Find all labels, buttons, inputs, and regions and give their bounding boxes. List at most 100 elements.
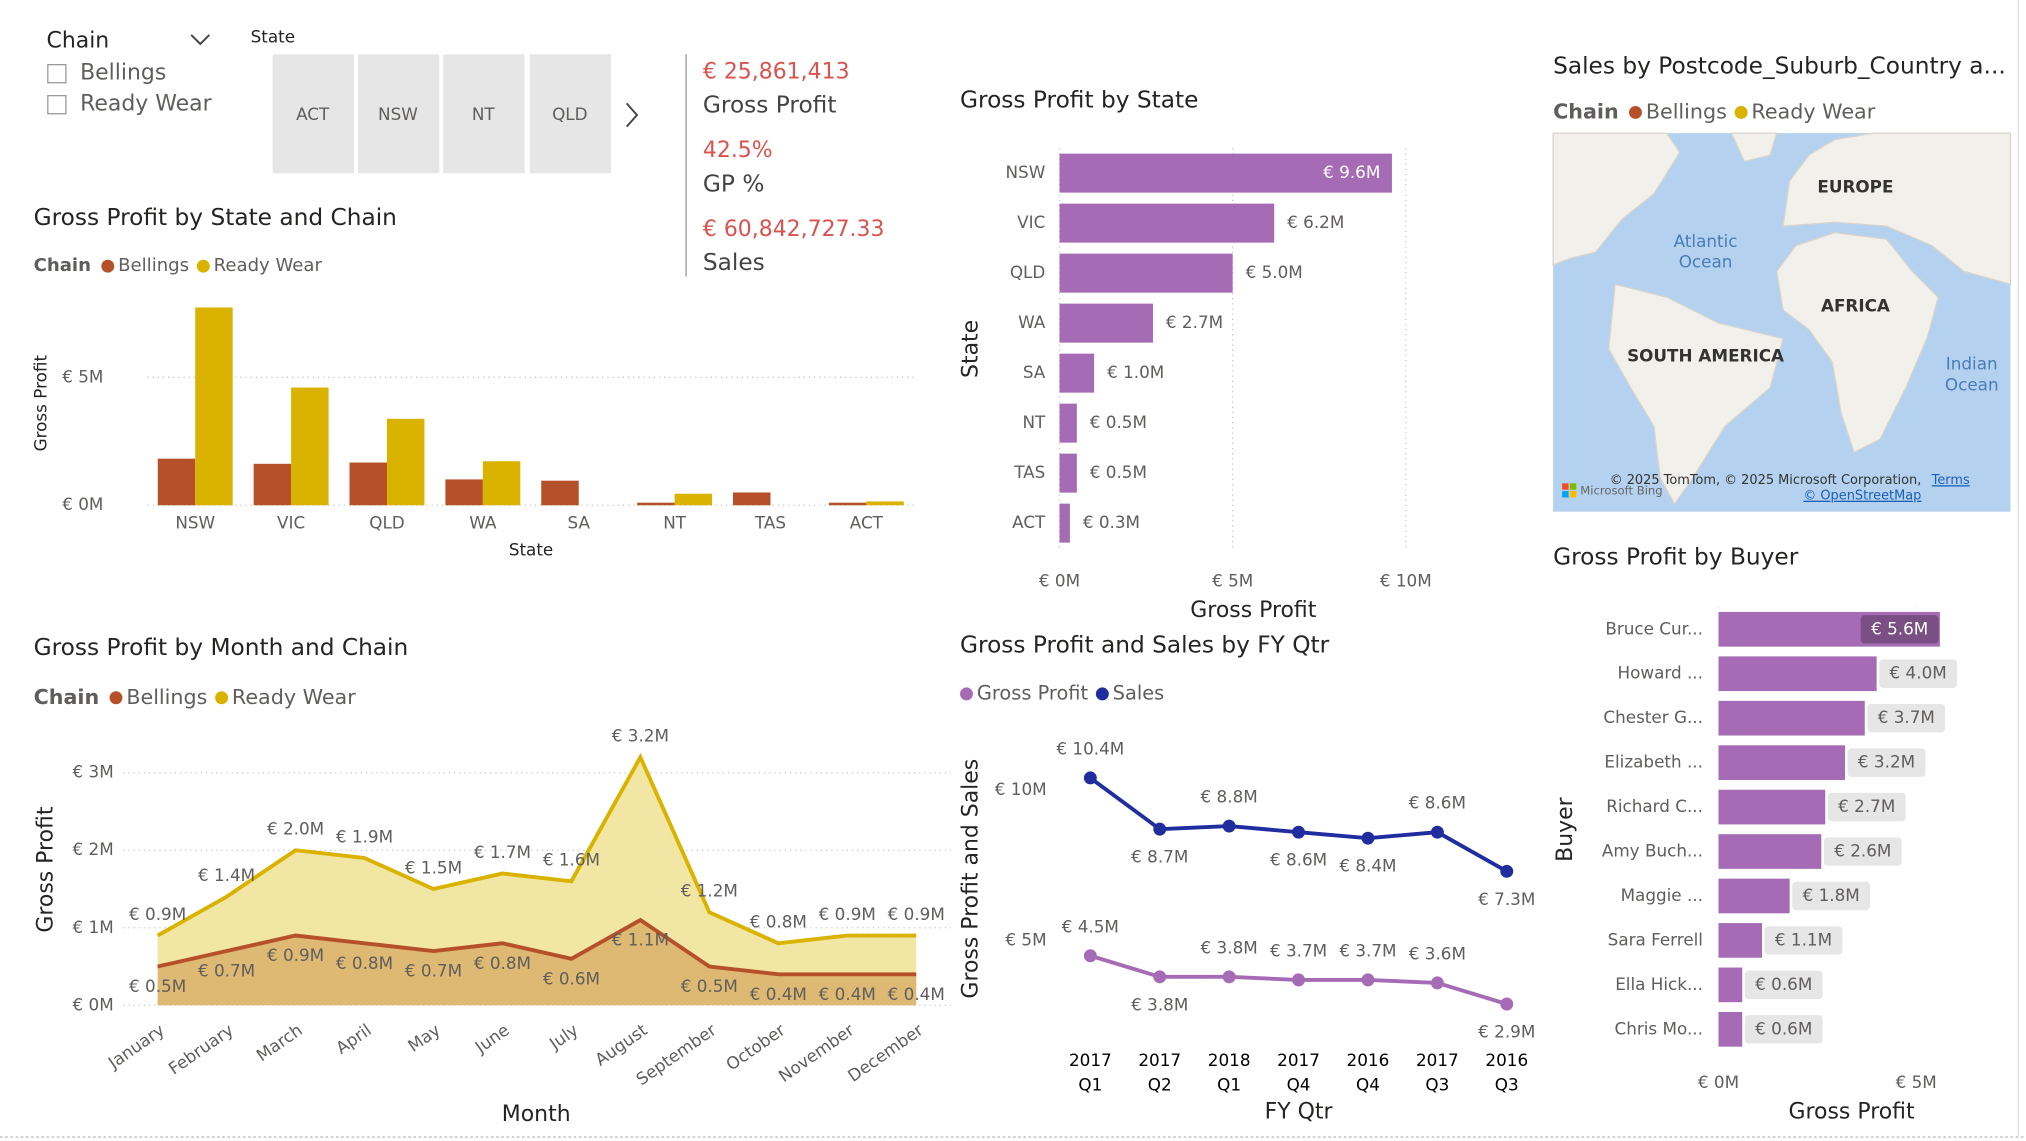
- checkbox[interactable]: [47, 95, 67, 115]
- y-tick-label: € 2M: [73, 839, 114, 859]
- x-tick-label: 2016 Q3: [1485, 1051, 1529, 1096]
- legend-marker: [109, 691, 123, 705]
- x-tick-label: € 0M: [1698, 1072, 1739, 1092]
- legend-label: Ready Wear: [1751, 99, 1875, 123]
- logo: [1562, 491, 1569, 498]
- tile-label[interactable]: QLD: [552, 104, 587, 124]
- bar: [1718, 834, 1822, 869]
- map-visual: Sales by Postcode_Suburb_Country a... EU…: [1552, 53, 2012, 512]
- value-label: € 1.2M: [681, 881, 738, 901]
- value-label: € 1.4M: [198, 865, 255, 885]
- value-label: € 3.7M: [1339, 940, 1396, 960]
- y-tick-label: Chris Mo...: [1615, 1018, 1703, 1038]
- tile[interactable]: [357, 54, 440, 174]
- map-osm[interactable]: © OpenStreetMap: [1803, 489, 1921, 504]
- legend-label: Bellings: [1646, 99, 1727, 123]
- value-label-box: [1764, 926, 1843, 955]
- slicer-item[interactable]: Ready Wear: [80, 92, 213, 117]
- value-label-box: [1867, 703, 1946, 733]
- bar: [1059, 353, 1095, 393]
- value-label: € 0.4M: [750, 984, 807, 1004]
- legend-label: Bellings: [118, 255, 189, 276]
- point: [1292, 973, 1306, 987]
- point: [1153, 822, 1167, 836]
- line: [157, 917, 917, 977]
- point: [1500, 997, 1514, 1011]
- bar: [482, 461, 521, 506]
- point: [1500, 864, 1514, 878]
- value-label: € 2.6M: [1834, 841, 1891, 861]
- x-axis-label: Month: [502, 1102, 571, 1127]
- value-label: € 1.6M: [543, 850, 600, 870]
- legend-label: Sales: [1113, 681, 1165, 704]
- x-axis-label: FY Qtr: [1265, 1100, 1334, 1125]
- tile[interactable]: [443, 54, 525, 174]
- value-label: € 10.4M: [1056, 738, 1124, 758]
- value-label: € 3.8M: [1201, 937, 1258, 957]
- tile-label[interactable]: NSW: [378, 104, 418, 124]
- state-slicer: State ACT NSW NT QLD: [251, 27, 639, 174]
- chart-title: Gross Profit by State: [960, 86, 1198, 113]
- value-label: € 7.3M: [1478, 889, 1535, 909]
- bar: [1059, 453, 1077, 493]
- legend-label: Ready Wear: [214, 255, 323, 276]
- slicer-item[interactable]: Bellings: [80, 61, 166, 86]
- y-tick-label: € 3M: [73, 762, 114, 782]
- value-label-box: [1860, 615, 1939, 644]
- next-arrow[interactable]: [625, 102, 639, 128]
- value-label: € 2.0M: [267, 819, 324, 839]
- value-label: € 3.8M: [1131, 994, 1188, 1014]
- y-tick-label: € 0M: [62, 494, 103, 514]
- value-label: € 0.3M: [1083, 512, 1140, 532]
- value-label-box: [1879, 659, 1958, 688]
- map-terms[interactable]: Terms: [1931, 473, 1970, 488]
- bar: [1059, 253, 1233, 293]
- chain-slicer[interactable]: Chain Bellings Ready Wear: [47, 28, 213, 116]
- y-tick-label: Chester G...: [1603, 707, 1703, 727]
- legend-label: Gross Profit: [977, 681, 1089, 704]
- bar: [637, 502, 675, 506]
- value-label: € 0.5M: [1090, 412, 1147, 432]
- point: [1430, 976, 1444, 990]
- bar: [1718, 878, 1790, 914]
- y-tick-label: € 0M: [73, 994, 114, 1014]
- legend-title: Chain: [34, 685, 100, 709]
- value-label: € 9.6M: [1323, 162, 1380, 182]
- x-tick-label: € 10M: [1380, 570, 1432, 590]
- x-tick-box: 2017 Q4: [1277, 1052, 1320, 1096]
- checkbox[interactable]: [47, 64, 67, 84]
- legend-marker: [1734, 105, 1748, 119]
- value-label: € 0.6M: [1755, 974, 1812, 994]
- legend-marker: [101, 259, 115, 273]
- tile[interactable]: [272, 54, 355, 174]
- legend-title: Chain: [34, 255, 91, 276]
- bar: [349, 462, 387, 506]
- tile-label[interactable]: ACT: [296, 104, 330, 124]
- value-label: € 0.8M: [474, 953, 531, 973]
- bar: [1718, 967, 1743, 1003]
- value-label: € 1.5M: [405, 857, 462, 877]
- value-label: € 3.7M: [1878, 707, 1935, 727]
- y-tick-label: € 1M: [73, 917, 114, 937]
- y-tick-label: NSW: [1005, 162, 1045, 182]
- map-label: AFRICA: [1821, 295, 1890, 315]
- value-label: € 8.7M: [1131, 847, 1188, 867]
- value-label: € 8.4M: [1339, 856, 1396, 876]
- tile[interactable]: [529, 54, 612, 174]
- point: [1083, 771, 1097, 785]
- y-tick-label: ACT: [1012, 512, 1046, 532]
- dropdown-chevron[interactable]: [190, 34, 211, 46]
- y-tick-label: € 5M: [1005, 930, 1046, 950]
- x-tick-label: NSW: [175, 512, 215, 532]
- value-label: € 0.6M: [543, 968, 600, 988]
- tile-label[interactable]: NT: [472, 104, 496, 124]
- bar: [1718, 700, 1865, 736]
- value-label: € 0.4M: [819, 984, 876, 1004]
- chart-title: Gross Profit by Buyer: [1553, 544, 1799, 571]
- x-tick-label: € 5M: [1896, 1072, 1937, 1092]
- value-label: € 8.6M: [1409, 793, 1466, 813]
- card-value: € 25,861,413: [703, 59, 850, 84]
- x-tick-label: 2016 Q4: [1346, 1051, 1390, 1096]
- x-tick-label: TAS: [754, 512, 786, 532]
- value-label: € 0.7M: [198, 961, 255, 981]
